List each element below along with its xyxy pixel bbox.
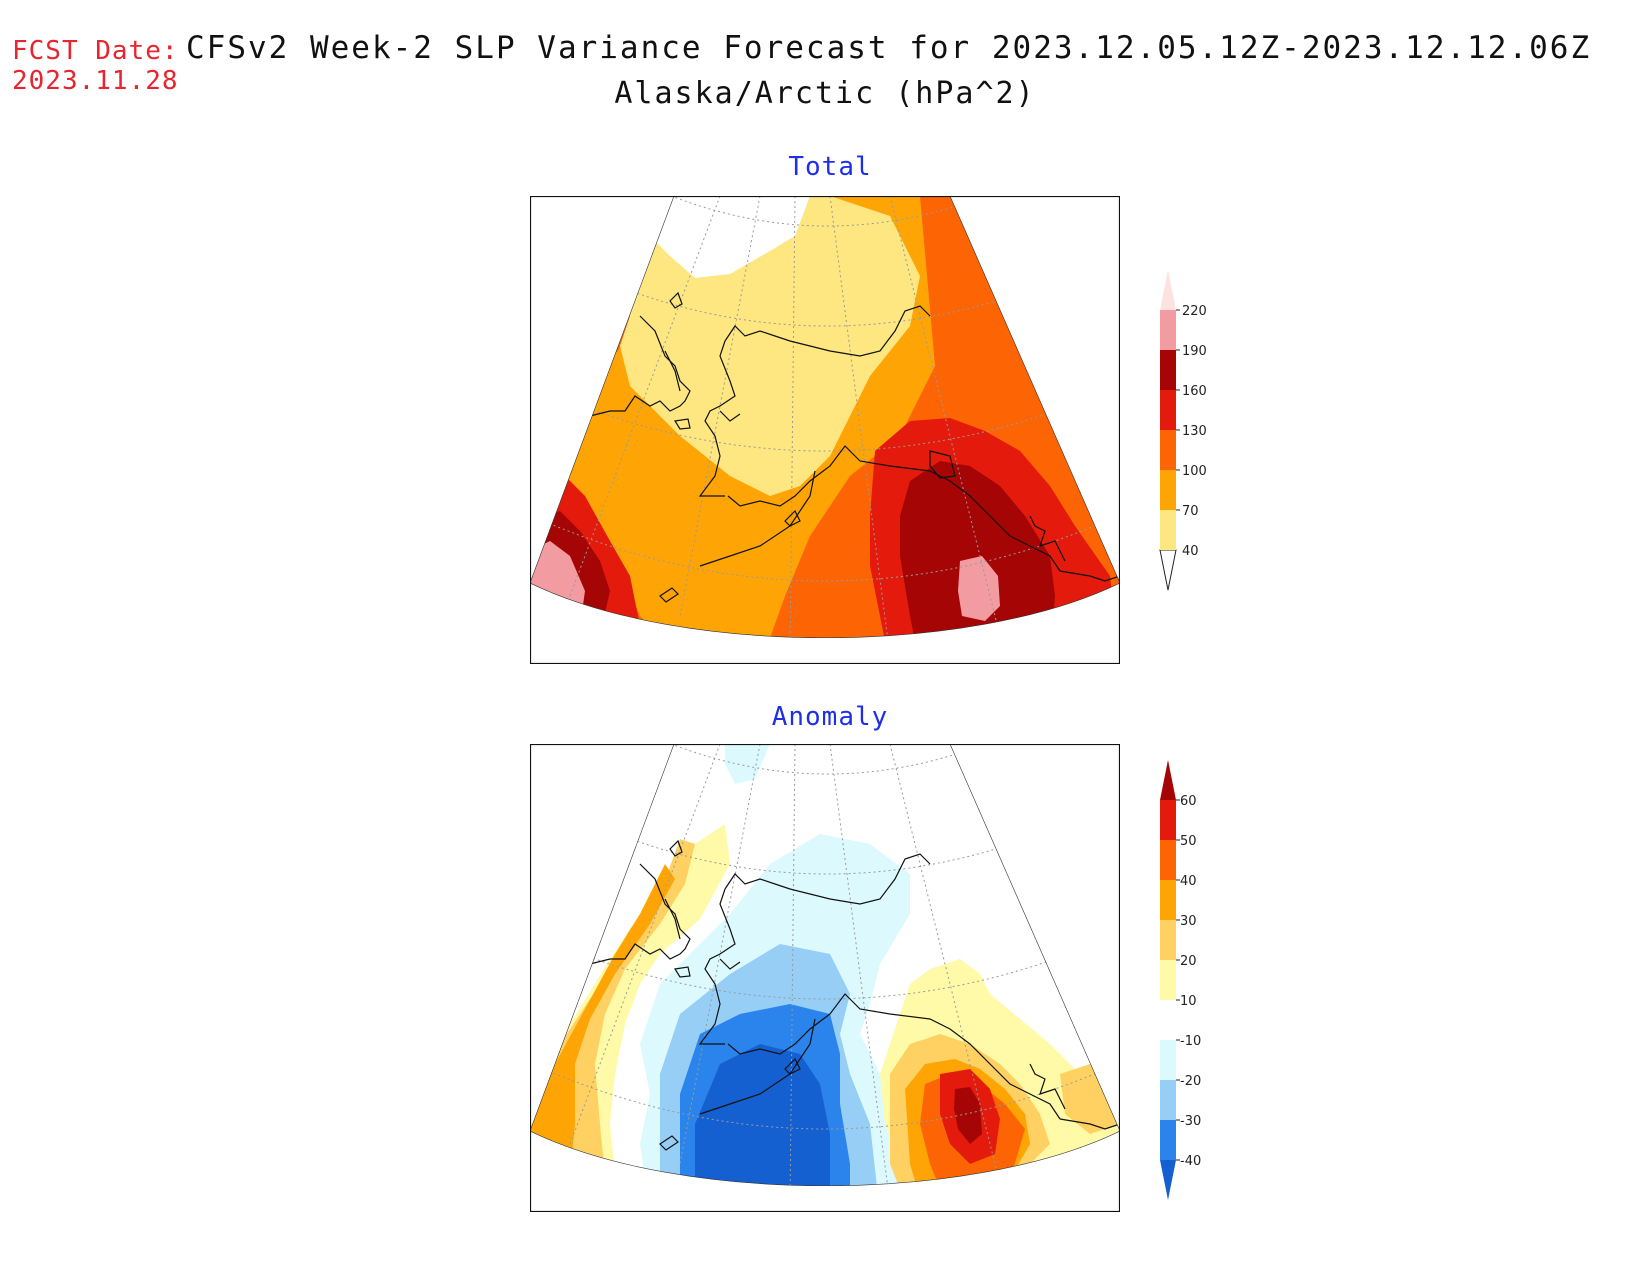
anomaly-cbar-bin (1160, 840, 1176, 880)
total-cbar-bin-4 (1160, 390, 1176, 430)
anomaly-sector-edge (530, 744, 1120, 1186)
anomaly-map-frame (530, 744, 1120, 1212)
fcst-date-block: FCST Date: 2023.11.28 (12, 36, 179, 96)
total-sector-edge (530, 196, 1120, 638)
anomaly-cbar-lower-end (1160, 1160, 1176, 1200)
fcst-date-value: 2023.11.28 (12, 66, 179, 96)
anomaly-cbar-bin (1160, 880, 1176, 920)
anomaly-graticule (530, 744, 1120, 1186)
total-map (530, 196, 1120, 664)
sub-title: Alaska/Arctic (hPa^2) (614, 76, 1036, 111)
total-cbar-label: 130 (1182, 424, 1207, 439)
total-map-frame (530, 196, 1120, 664)
anomaly-cbar-bin (1160, 1120, 1176, 1160)
total-cbar-label: 220 (1182, 304, 1207, 319)
anomaly-map (530, 744, 1120, 1212)
fcst-date-label: FCST Date: (12, 36, 179, 66)
anomaly-colorbar: -40 -30 -20 -10 10 20 30 40 50 60 (1160, 760, 1201, 1200)
anomaly-cbar-bin (1160, 920, 1176, 960)
anomaly-cbar-label: -10 (1180, 1034, 1201, 1049)
anomaly-cbar-label: 40 (1180, 874, 1197, 889)
total-colorbar: 40 70 100 130 160 190 220 (1159, 270, 1207, 591)
anomaly-cbar-upper-end (1160, 760, 1176, 800)
total-cbar-bin-3 (1160, 430, 1176, 470)
total-cbar-bin-5 (1160, 350, 1176, 390)
anomaly-contours (530, 744, 1120, 1186)
total-cbar-label: 190 (1182, 344, 1207, 359)
anomaly-cbar-label: 50 (1180, 834, 1197, 849)
anomaly-cbar-label: 20 (1180, 954, 1197, 969)
anomaly-cbar-label: -20 (1180, 1074, 1201, 1089)
anomaly-cbar-bin (1160, 800, 1176, 840)
anomaly-cbar-bin (1160, 1000, 1176, 1040)
anomaly-panel-title: Anomaly (771, 702, 889, 732)
anomaly-coastlines (589, 839, 1120, 1151)
total-cbar-bin-1 (1160, 510, 1176, 550)
anomaly-cbar-bin (1160, 1040, 1176, 1080)
main-title: CFSv2 Week-2 SLP Variance Forecast for 2… (186, 30, 1592, 66)
total-cbar-lower-end (1159, 549, 1177, 591)
anomaly-cbar-bin (1160, 1080, 1176, 1120)
total-cbar-bin-2 (1160, 470, 1176, 510)
total-cbar-label: 100 (1182, 464, 1207, 479)
total-coastlines (589, 291, 1120, 603)
total-cbar-label: 160 (1182, 384, 1207, 399)
total-cbar-bin-6 (1160, 310, 1176, 350)
total-cbar-label: 70 (1182, 504, 1199, 519)
anomaly-cbar-bin (1160, 960, 1176, 1000)
anomaly-cbar-label: 10 (1180, 994, 1197, 1009)
total-cbar-label: 40 (1182, 544, 1199, 559)
total-panel-title: Total (788, 152, 872, 182)
anomaly-cbar-label: 60 (1180, 794, 1197, 809)
total-contours (530, 196, 1120, 638)
anomaly-cbar-label: -30 (1180, 1114, 1201, 1129)
total-cbar-upper-end (1160, 270, 1176, 310)
anomaly-cbar-label: 30 (1180, 914, 1197, 929)
anomaly-cbar-label: -40 (1180, 1154, 1201, 1169)
